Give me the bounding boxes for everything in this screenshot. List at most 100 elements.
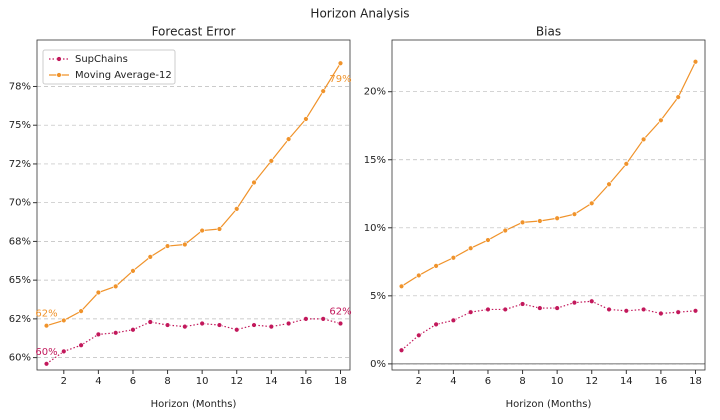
point-marker (320, 316, 326, 322)
y-tick-label: 20% (364, 87, 386, 98)
point-marker (606, 306, 612, 313)
value-label: 62% (35, 309, 57, 320)
point-marker (433, 263, 439, 269)
point-marker (337, 320, 344, 327)
point-marker (589, 298, 595, 304)
y-tick-label: 0% (370, 359, 386, 370)
plot-frame (36, 39, 351, 371)
x-tick-label: 10 (551, 376, 564, 387)
x-tick-label: 2 (416, 376, 422, 387)
point-marker (234, 206, 240, 212)
point-marker (537, 218, 543, 224)
point-marker (623, 161, 630, 167)
point-marker (433, 321, 439, 328)
point-marker (571, 299, 578, 306)
point-marker (147, 254, 153, 260)
point-marker (571, 211, 578, 217)
y-tick-label: 65% (9, 275, 31, 286)
point-marker (606, 181, 612, 187)
point-marker (450, 255, 457, 261)
subplot-title: Forecast Error (152, 25, 236, 39)
x-axis-label: Horizon (Months) (151, 399, 237, 410)
x-tick-label: 18 (689, 376, 702, 387)
x-tick-label: 8 (519, 376, 525, 387)
point-marker (216, 226, 223, 232)
point-marker (537, 305, 543, 311)
point-marker (268, 158, 275, 164)
x-axis-label: Horizon (Months) (506, 399, 592, 410)
point-marker (519, 301, 526, 307)
x-tick-label: 12 (585, 376, 598, 387)
point-marker (692, 308, 699, 314)
point-marker (95, 289, 102, 296)
series-line (46, 62, 341, 327)
point-marker (554, 215, 560, 221)
point-marker (416, 332, 422, 338)
series-line (401, 61, 697, 287)
y-tick-label: 78% (9, 81, 31, 92)
point-marker (450, 317, 457, 324)
y-tick-label: 75% (9, 120, 31, 131)
figure-title: Horizon Analysis (310, 7, 409, 21)
point-marker (199, 227, 205, 234)
point-marker (61, 317, 67, 324)
y-tick-label: 5% (370, 291, 386, 302)
point-marker (485, 237, 491, 243)
x-tick-label: 18 (334, 376, 347, 387)
point-marker (78, 342, 84, 348)
x-tick-label: 2 (61, 376, 67, 387)
y-tick-label: 62% (9, 314, 31, 325)
series-line (46, 318, 341, 365)
plot-frame (391, 39, 706, 371)
y-tick-label: 72% (9, 159, 31, 170)
point-marker (112, 330, 119, 336)
value-label: 60% (35, 347, 57, 358)
y-tick-label: 68% (9, 236, 31, 247)
point-marker (251, 322, 257, 328)
point-marker (485, 306, 491, 313)
point-marker (147, 319, 153, 325)
point-marker (658, 310, 664, 317)
point-marker (251, 179, 257, 186)
point-marker (130, 268, 136, 274)
point-marker (216, 322, 223, 328)
x-tick-label: 4 (450, 376, 456, 387)
point-marker (467, 245, 474, 251)
subplot-title: Bias (536, 25, 561, 39)
point-marker (589, 200, 595, 206)
point-marker (182, 241, 188, 248)
x-tick-label: 6 (485, 376, 491, 387)
point-marker (502, 306, 508, 313)
value-label: 79% (329, 74, 351, 85)
point-marker (164, 322, 171, 328)
y-tick-label: 60% (9, 353, 31, 364)
x-tick-label: 4 (95, 376, 101, 387)
point-marker (303, 316, 309, 322)
point-marker (519, 219, 526, 226)
point-marker (398, 347, 405, 353)
point-marker (675, 309, 681, 315)
point-marker (658, 117, 664, 123)
value-label: 62% (329, 307, 351, 318)
point-marker (285, 136, 292, 142)
point-marker (95, 331, 102, 338)
point-marker (234, 327, 240, 333)
legend-label: SupChains (75, 54, 128, 65)
point-marker (640, 136, 647, 143)
x-tick-label: 14 (620, 376, 633, 387)
point-marker (416, 272, 422, 279)
point-marker (199, 320, 205, 327)
point-marker (285, 320, 292, 327)
x-tick-label: 12 (230, 376, 243, 387)
point-marker (43, 322, 50, 329)
legend-box (42, 49, 176, 85)
x-tick-label: 16 (300, 376, 313, 387)
legend-marker (56, 56, 62, 62)
point-marker (182, 323, 188, 330)
x-tick-label: 14 (265, 376, 278, 387)
y-tick-label: 10% (364, 223, 386, 234)
series-line (401, 300, 696, 351)
legend-marker (56, 72, 62, 78)
point-marker (130, 327, 136, 333)
